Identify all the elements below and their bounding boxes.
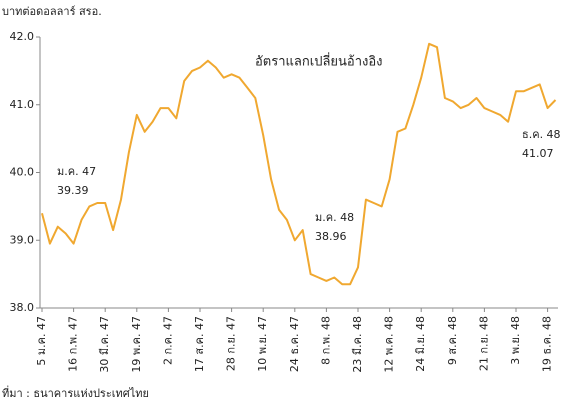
x-tick-label: 19 พ.ค. 47 [130, 316, 143, 373]
x-tick-label: 21 ก.ย. 48 [477, 316, 490, 371]
annotation-value: 38.96 [315, 230, 347, 243]
x-tick-label: 9 ส.ค. 48 [446, 316, 459, 365]
annotation-value: 39.39 [57, 184, 89, 197]
y-tick-label: 42.0 [10, 30, 35, 43]
chart-title: อัตราแลกเปลี่ยนอ้างอิง [255, 53, 383, 70]
annotation-label: ธ.ค. 48 [522, 128, 561, 141]
x-tick-label: 8 ก.พ. 48 [319, 316, 332, 365]
annotation-label: ม.ค. 48 [315, 211, 354, 224]
x-tick-label: 30 มี.ค. 47 [98, 316, 111, 373]
x-tick-label: 5 ม.ค. 47 [35, 316, 48, 366]
y-tick-label: 41.0 [10, 98, 35, 111]
x-tick-label: 12 พ.ค. 48 [383, 316, 396, 373]
y-axis-label: บาทต่อดอลลาร์ สรอ. [2, 5, 102, 18]
annotation-label: ม.ค. 47 [57, 165, 96, 178]
y-tick-label: 39.0 [10, 233, 35, 246]
x-tick-label: 28 ก.ย. 47 [225, 316, 238, 371]
x-tick-label: 24 มิ.ย. 48 [414, 316, 427, 372]
x-tick-label: 23 มี.ค. 48 [351, 316, 364, 373]
x-tick-label: 16 ก.พ. 47 [67, 316, 80, 372]
x-tick-label: 19 ธ.ค. 48 [541, 316, 554, 372]
x-tick-label: 24 ธ.ค. 47 [288, 316, 301, 372]
x-tick-label: 3 พ.ย. 48 [509, 316, 522, 365]
line [41, 42, 557, 286]
x-tick-label: 10 พ.ย. 47 [256, 316, 269, 372]
source: ที่มา : ธนาคารแห่งประเทศไทย [2, 385, 149, 400]
x-tick-label: 2 ก.ค. 47 [161, 316, 174, 365]
annotation-value: 41.07 [522, 147, 554, 160]
x-tick-label: 17 ส.ค. 47 [193, 316, 206, 372]
y-tick-label: 40.0 [10, 166, 35, 179]
y-tick-label: 38.0 [10, 301, 35, 314]
